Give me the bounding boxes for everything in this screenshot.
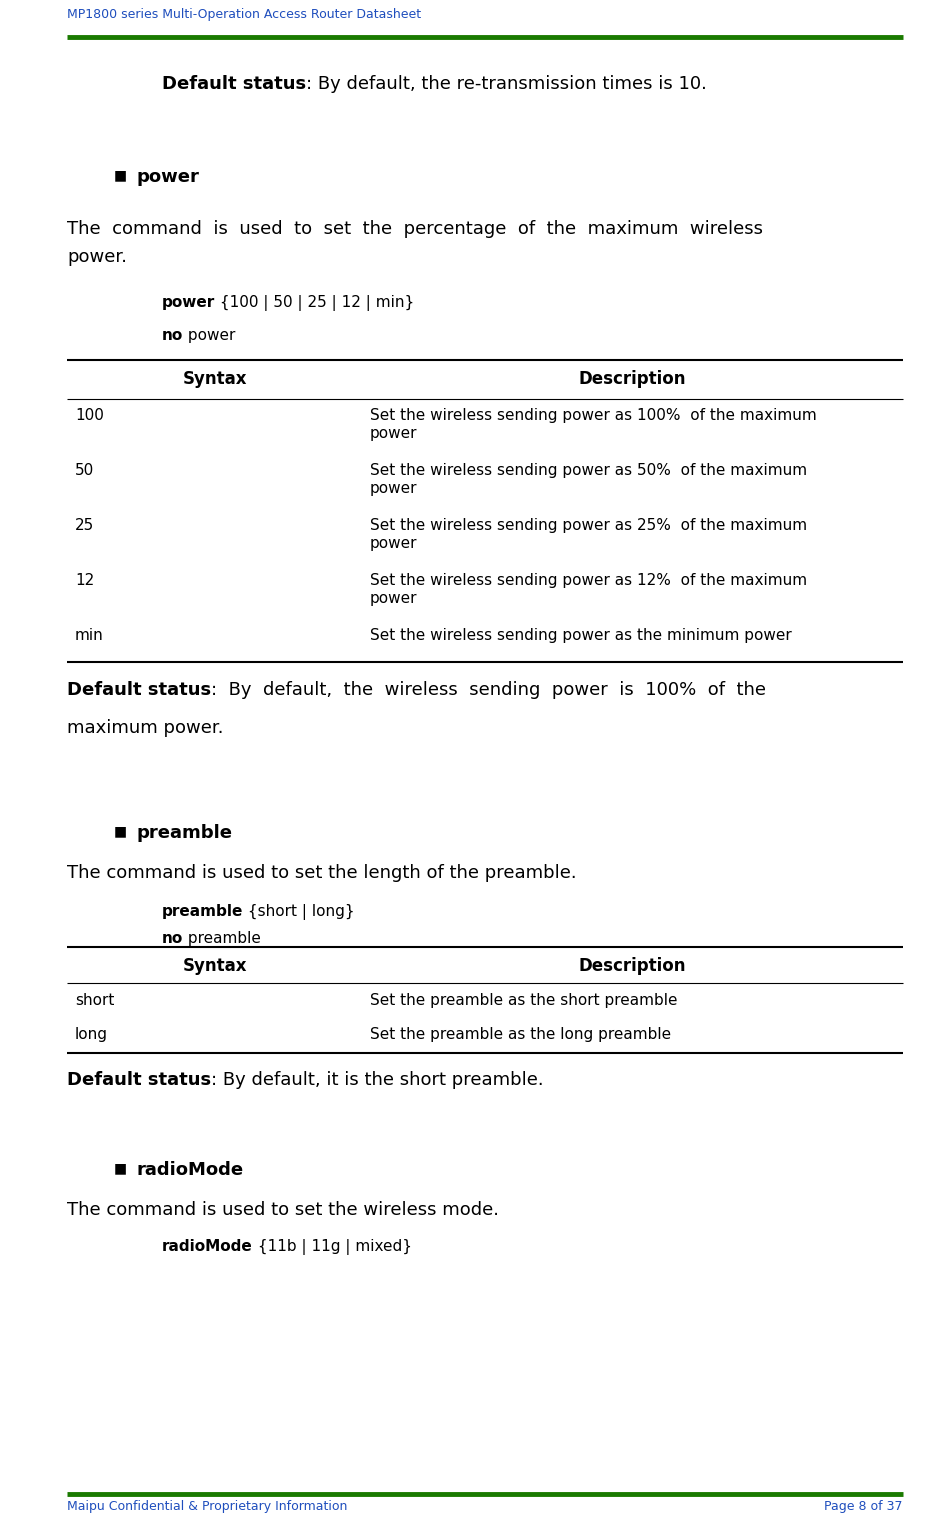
Text: Maipu Confidential & Proprietary Information: Maipu Confidential & Proprietary Informa… bbox=[67, 1500, 347, 1512]
Text: power: power bbox=[184, 328, 236, 343]
Text: Syntax: Syntax bbox=[183, 957, 246, 975]
Text: long: long bbox=[75, 1027, 108, 1042]
Text: 100: 100 bbox=[75, 407, 104, 423]
Text: preamble: preamble bbox=[184, 931, 262, 946]
Text: : By default, it is the short preamble.: : By default, it is the short preamble. bbox=[211, 1071, 544, 1090]
Text: Set the wireless sending power as 12%  of the maximum: Set the wireless sending power as 12% of… bbox=[370, 572, 807, 588]
Text: Description: Description bbox=[579, 369, 687, 388]
Text: power: power bbox=[370, 591, 417, 606]
Text: maximum power.: maximum power. bbox=[67, 719, 223, 737]
Text: {100 | 50 | 25 | 12 | min}: {100 | 50 | 25 | 12 | min} bbox=[215, 295, 415, 311]
Text: no: no bbox=[162, 328, 184, 343]
Text: power: power bbox=[162, 295, 215, 310]
Text: power: power bbox=[370, 481, 417, 496]
Text: power.: power. bbox=[67, 249, 127, 266]
Text: : By default, the re-transmission times is 10.: : By default, the re-transmission times … bbox=[306, 75, 707, 93]
Text: preamble: preamble bbox=[162, 903, 243, 919]
Text: Set the wireless sending power as the minimum power: Set the wireless sending power as the mi… bbox=[370, 629, 792, 642]
Text: Set the wireless sending power as 100%  of the maximum: Set the wireless sending power as 100% o… bbox=[370, 407, 817, 423]
Text: Syntax: Syntax bbox=[183, 369, 246, 388]
Text: Default status: Default status bbox=[162, 75, 306, 93]
Text: The command is used to set the length of the preamble.: The command is used to set the length of… bbox=[67, 864, 576, 882]
Text: Default status: Default status bbox=[67, 1071, 211, 1090]
Text: Default status: Default status bbox=[67, 681, 211, 699]
Text: Page 8 of 37: Page 8 of 37 bbox=[825, 1500, 903, 1512]
Text: power: power bbox=[370, 426, 417, 441]
Text: short: short bbox=[75, 993, 114, 1009]
Text: radioMode: radioMode bbox=[162, 1239, 253, 1254]
Text: no: no bbox=[162, 931, 184, 946]
Text: Set the wireless sending power as 50%  of the maximum: Set the wireless sending power as 50% of… bbox=[370, 462, 807, 478]
Text: The  command  is  used  to  set  the  percentage  of  the  maximum  wireless: The command is used to set the percentag… bbox=[67, 220, 763, 238]
Text: ■: ■ bbox=[114, 824, 127, 838]
Text: Description: Description bbox=[579, 957, 687, 975]
Text: 50: 50 bbox=[75, 462, 94, 478]
Text: Set the wireless sending power as 25%  of the maximum: Set the wireless sending power as 25% of… bbox=[370, 517, 807, 533]
Text: {11b | 11g | mixed}: {11b | 11g | mixed} bbox=[253, 1239, 412, 1254]
Text: :  By  default,  the  wireless  sending  power  is  100%  of  the: : By default, the wireless sending power… bbox=[211, 681, 767, 699]
Text: power: power bbox=[370, 536, 417, 551]
Text: 25: 25 bbox=[75, 517, 94, 533]
Text: Set the preamble as the short preamble: Set the preamble as the short preamble bbox=[370, 993, 677, 1009]
Text: radioMode: radioMode bbox=[136, 1161, 243, 1180]
Text: power: power bbox=[136, 168, 199, 186]
Text: preamble: preamble bbox=[136, 824, 232, 842]
Text: {short | long}: {short | long} bbox=[243, 903, 355, 920]
Text: Set the preamble as the long preamble: Set the preamble as the long preamble bbox=[370, 1027, 671, 1042]
Text: MP1800 series Multi-Operation Access Router Datasheet: MP1800 series Multi-Operation Access Rou… bbox=[67, 8, 421, 21]
Text: 12: 12 bbox=[75, 572, 94, 588]
Text: The command is used to set the wireless mode.: The command is used to set the wireless … bbox=[67, 1201, 499, 1219]
Text: ■: ■ bbox=[114, 1161, 127, 1175]
Text: ■: ■ bbox=[114, 168, 127, 182]
Text: min: min bbox=[75, 629, 104, 642]
